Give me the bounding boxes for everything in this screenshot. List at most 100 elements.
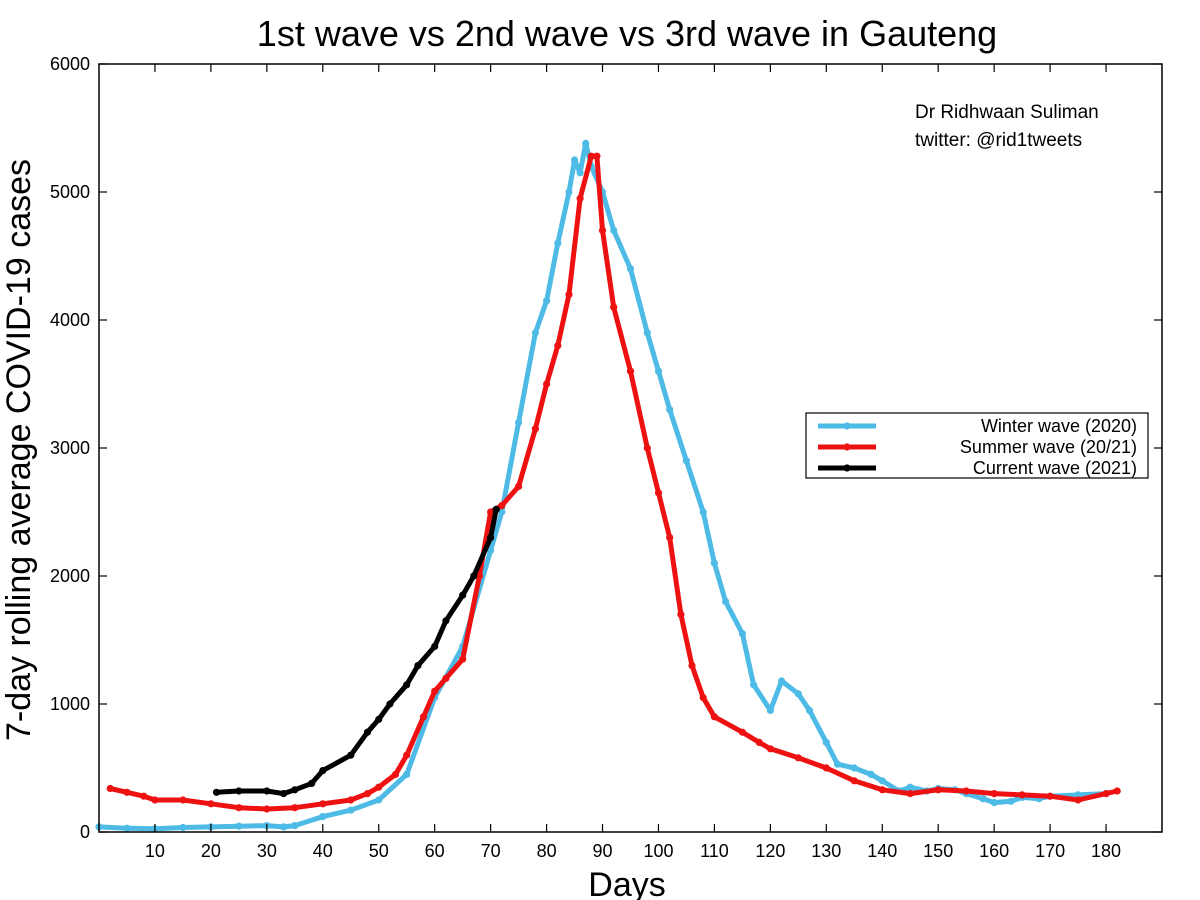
data-point [626, 367, 635, 375]
data-point [554, 342, 562, 350]
legend-label: Summer wave (20/21) [960, 437, 1137, 457]
data-point [554, 239, 562, 247]
x-tick-label: 40 [313, 841, 333, 861]
x-axis-title: Days [588, 866, 665, 900]
data-point [766, 706, 775, 715]
data-point [682, 457, 691, 465]
x-tick-label: 150 [923, 841, 953, 861]
data-point [822, 738, 830, 747]
data-point [403, 751, 411, 759]
x-tick-label: 160 [979, 841, 1009, 861]
data-point [291, 786, 299, 794]
data-point [1007, 797, 1015, 805]
data-point [386, 700, 394, 708]
data-point [699, 694, 707, 702]
data-point [308, 779, 316, 788]
data-point [543, 380, 551, 388]
data-point [833, 760, 842, 768]
data-point [151, 796, 159, 804]
data-point [106, 784, 114, 793]
data-point [598, 226, 607, 234]
data-point [750, 681, 758, 689]
data-point [688, 662, 696, 670]
axis-layer: 10 20 30 40 50 60 70 80 90 100 110 120 130 140 150 160 1… [50, 54, 1162, 861]
data-point [699, 508, 707, 516]
x-tick-label: 180 [1091, 841, 1121, 861]
data-point [531, 425, 540, 433]
annotation-twitter: twitter: @rid1tweets [915, 130, 1082, 151]
data-point [990, 799, 998, 807]
data-point [1074, 791, 1082, 799]
data-point [403, 681, 411, 689]
data-point [643, 444, 651, 452]
data-point [498, 502, 506, 510]
data-point [319, 800, 327, 808]
data-point [280, 823, 288, 831]
data-point [492, 505, 500, 513]
data-point [347, 806, 355, 814]
data-point [654, 489, 663, 497]
data-point [319, 767, 327, 775]
data-point [531, 329, 540, 337]
data-point [487, 546, 495, 555]
data-point [263, 787, 271, 795]
data-point [207, 800, 215, 808]
data-point [626, 265, 635, 273]
x-tick-label: 70 [481, 841, 501, 861]
data-point [643, 329, 651, 337]
data-point [123, 824, 131, 832]
data-point [710, 559, 719, 567]
data-point [414, 662, 422, 670]
data-point [906, 790, 914, 798]
data-point [755, 738, 763, 747]
data-point [738, 728, 747, 736]
data-point [235, 804, 243, 812]
data-point [140, 792, 148, 800]
data-point [123, 788, 131, 796]
series-1 [106, 152, 1121, 813]
data-point [375, 715, 383, 724]
x-tick-label: 10 [145, 841, 165, 861]
data-point [766, 745, 775, 753]
data-point [850, 777, 858, 785]
data-point [778, 677, 786, 685]
data-point [442, 617, 450, 625]
data-point [235, 787, 243, 795]
y-tick-label: 4000 [50, 310, 90, 330]
data-point [738, 630, 747, 638]
data-point [419, 713, 428, 721]
x-tick-label: 130 [811, 841, 841, 861]
legend-item: Winter wave (2020) [818, 416, 1137, 436]
data-point [280, 790, 288, 798]
x-tick-label: 60 [425, 841, 445, 861]
x-tick-label: 30 [257, 841, 277, 861]
data-point [990, 790, 998, 798]
x-tick-label: 170 [1035, 841, 1065, 861]
data-point [543, 297, 551, 305]
data-point [431, 687, 439, 695]
x-tick-label: 100 [643, 841, 673, 861]
data-point [431, 642, 439, 651]
data-point [403, 770, 411, 779]
data-point [850, 764, 858, 772]
y-tick-label: 6000 [50, 54, 90, 74]
y-tick-label: 2000 [50, 566, 90, 586]
data-point [487, 534, 495, 542]
legend-marker [843, 443, 851, 451]
legend-marker [843, 464, 851, 472]
data-point [610, 303, 618, 311]
data-point [487, 508, 495, 516]
data-point [212, 788, 221, 796]
legend-label: Current wave (2021) [973, 458, 1137, 478]
legend-item: Summer wave (20/21) [818, 437, 1137, 457]
data-point [470, 572, 478, 580]
data-point [867, 770, 875, 779]
data-point [459, 591, 467, 599]
data-point [179, 796, 187, 804]
data-point [571, 156, 579, 164]
annotation-author: Dr Ridhwaan Suliman [915, 102, 1099, 123]
data-point [722, 598, 730, 606]
data-point [593, 152, 601, 160]
data-point [587, 152, 595, 160]
